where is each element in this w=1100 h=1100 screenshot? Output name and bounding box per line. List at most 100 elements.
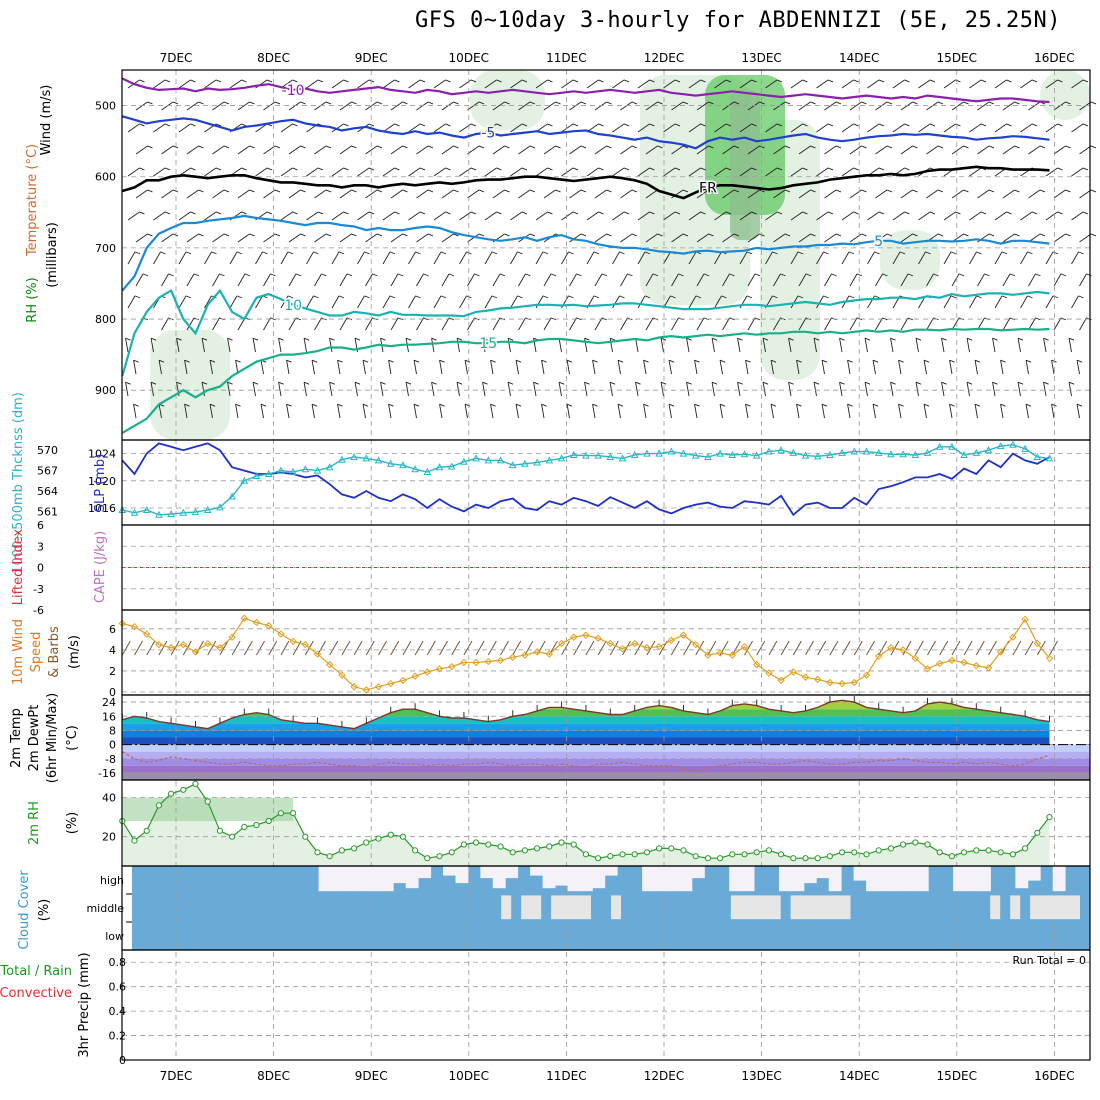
wind-barb-flag (711, 381, 718, 385)
wind-barb-flag (286, 359, 292, 363)
wind-barb-flag (295, 273, 302, 277)
wind-barb-flag (397, 317, 404, 321)
wind-barb-flag (517, 295, 523, 299)
wind-barb-flag (445, 123, 451, 127)
wind-barb (433, 251, 442, 265)
wind-barb (467, 189, 480, 199)
wind-barb-flag (1076, 403, 1083, 407)
wind-barb (849, 317, 858, 331)
surface-wind-barb (780, 640, 790, 656)
wind-barb (186, 273, 195, 287)
wind-barb (586, 167, 599, 177)
wind-barb-flag (474, 273, 480, 277)
wind-barb (229, 251, 238, 265)
rh-shade (730, 90, 760, 240)
surface-wind-barb (231, 640, 241, 656)
wind-barb-flag (1060, 273, 1067, 277)
wind-barb-flag (802, 167, 808, 171)
wind-barb (612, 79, 625, 89)
wind-barb-flag (949, 359, 955, 363)
slp-tick-label: 1020 (88, 475, 116, 488)
rh-point (692, 853, 699, 860)
wind-barb (337, 404, 341, 419)
date-label-top: 9DEC (355, 51, 388, 65)
wind-barb (388, 360, 392, 375)
wind-barb (204, 211, 217, 221)
wind-barb (390, 189, 403, 199)
thickness-point (935, 442, 944, 450)
wind-barb-flag (872, 403, 879, 407)
wind-barb (212, 189, 225, 199)
wind-barb (204, 295, 212, 309)
wind-barb (951, 101, 964, 111)
thickness-point (838, 448, 846, 456)
wind-barb-flag (950, 295, 957, 299)
wind-barb (867, 211, 880, 221)
wind-barb (186, 317, 195, 331)
wind-barb (612, 295, 620, 309)
wind-barb-flag (835, 101, 842, 105)
wind-barb (773, 317, 781, 331)
wind-barb-flag (601, 273, 608, 277)
thickness-point (813, 452, 822, 460)
wind-barb-flag (223, 145, 230, 149)
wind-barb-flag (980, 211, 987, 215)
wind-barb (849, 101, 862, 111)
wind-barb-flag (623, 211, 630, 215)
wind-barb-flag (643, 359, 649, 363)
temperature-tick-label: -8 (105, 753, 116, 766)
wind-barb (671, 273, 679, 287)
wind-barb (620, 189, 633, 199)
wind-barb-flag (674, 211, 681, 215)
wind-barb-flag (933, 273, 939, 277)
wind-barb (798, 189, 811, 199)
wind-barb-flag (966, 381, 973, 385)
wind-barb (337, 360, 341, 375)
wind-barb-flag (209, 359, 216, 363)
wind-barb-flag (882, 317, 888, 321)
wind-barb-flag (215, 211, 222, 215)
wind-barb-flag (394, 123, 400, 127)
wind-barb-flag (439, 359, 445, 363)
wind-barb-flag (292, 167, 298, 171)
thickness-point (582, 451, 590, 459)
rh-point (302, 833, 309, 840)
wind-barb-flag (754, 273, 761, 277)
wind-barb-flag (198, 101, 204, 105)
rh-point (1046, 814, 1053, 821)
wind-barb-flag (745, 359, 751, 363)
high-cloud-gap (567, 866, 581, 892)
wind-barb-flag (445, 211, 451, 215)
wind-barb-flag (164, 211, 171, 215)
rh-tick-label: 40 (102, 792, 116, 805)
wind-barb-flag (445, 79, 451, 83)
wind-barb-flag (184, 359, 190, 363)
wind-barb-flag (657, 145, 663, 149)
wind-barb (739, 79, 752, 89)
wind-barb (1071, 167, 1084, 177)
wind-barb-flag (725, 167, 732, 171)
wind-barb (1068, 382, 1072, 397)
wind-barb-flag (1090, 145, 1097, 149)
wind-barb (770, 360, 774, 375)
run-total-label: Run Total = 0 (1013, 954, 1087, 967)
high-cloud-gap (903, 866, 917, 892)
wind-barb (263, 189, 276, 199)
cloud-axis-label-1: Cloud Cover (17, 870, 32, 950)
wind-barb-flag (244, 273, 251, 277)
date-label-top: 11DEC (546, 51, 586, 65)
surface-wind-barb (561, 640, 570, 656)
wind-barb-flag (1039, 145, 1046, 149)
wind10-axis-label-3: & Barbs (47, 626, 62, 678)
wind-barb-flag (609, 337, 616, 341)
wind-barb (566, 404, 570, 419)
wind-barb (331, 251, 340, 265)
wind-barb-flag (262, 251, 268, 255)
wind-barb-flag (1065, 145, 1071, 149)
thickness-point (228, 492, 236, 500)
wind-barb-flag (211, 251, 217, 255)
wind-barb (594, 101, 607, 111)
surface-wind-barb (219, 640, 229, 656)
wind-barb (592, 360, 596, 375)
wind-barb (637, 251, 646, 265)
